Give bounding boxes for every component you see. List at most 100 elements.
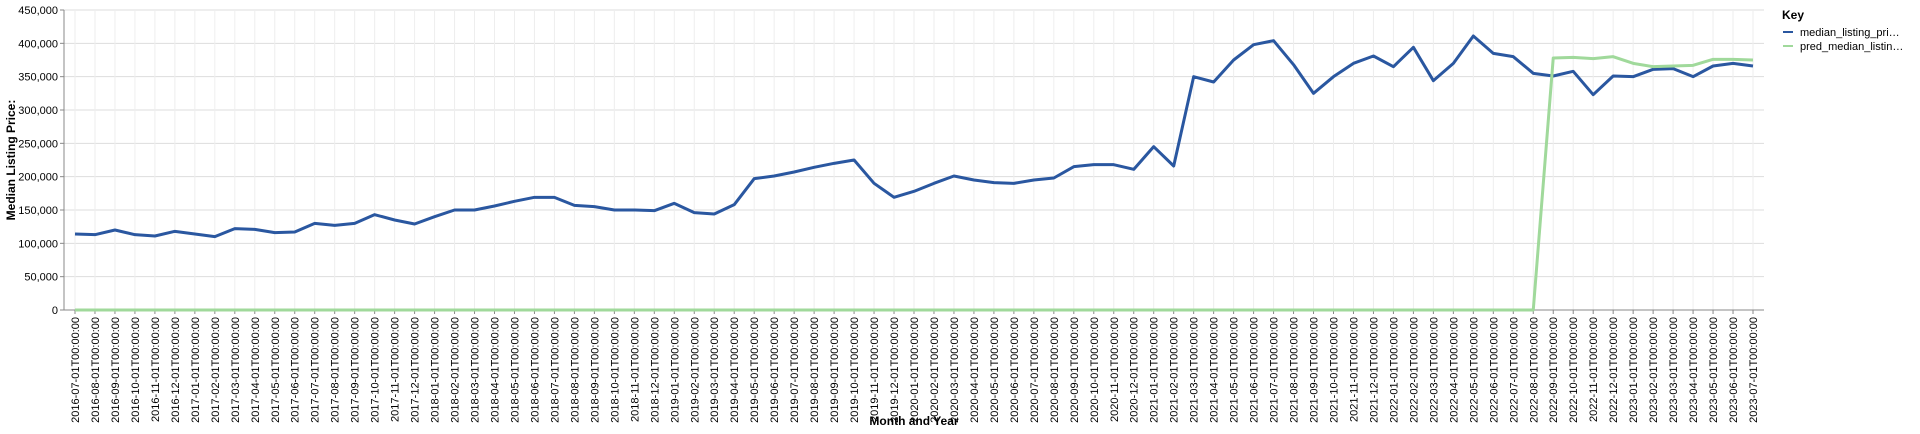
x-tick-label: 2020-10-01T00:00:00 xyxy=(1089,317,1101,423)
x-tick-label: 2017-08-01T00:00:00 xyxy=(330,317,342,423)
x-tick-label: 2022-06-01T00:00:00 xyxy=(1488,317,1500,423)
x-tick-label: 2017-01-01T00:00:00 xyxy=(190,317,202,423)
x-tick-label: 2016-08-01T00:00:00 xyxy=(90,317,102,423)
x-tick-label: 2019-05-01T00:00:00 xyxy=(749,317,761,423)
x-tick-label: 2017-09-01T00:00:00 xyxy=(350,317,362,423)
x-tick-label: 2020-02-01T00:00:00 xyxy=(929,317,941,423)
x-tick-label: 2021-03-01T00:00:00 xyxy=(1189,317,1201,423)
x-tick-label: 2022-12-01T00:00:00 xyxy=(1608,317,1620,423)
x-tick-label: 2016-12-01T00:00:00 xyxy=(170,317,182,423)
x-tick-label: 2021-12-01T00:00:00 xyxy=(1368,317,1380,423)
x-tick-label: 2017-11-01T00:00:00 xyxy=(390,317,402,422)
legend-label: median_listing_pri… xyxy=(1800,27,1900,39)
x-tick-label: 2019-07-01T00:00:00 xyxy=(789,317,801,423)
x-tick-label: 2021-02-01T00:00:00 xyxy=(1169,317,1181,423)
x-tick-label: 2017-10-01T00:00:00 xyxy=(370,317,382,423)
x-tick-label: 2023-07-01T00:00:00 xyxy=(1748,317,1760,423)
x-tick-label: 2019-10-01T00:00:00 xyxy=(849,317,861,423)
x-tick-label: 2022-09-01T00:00:00 xyxy=(1548,317,1560,423)
x-tick-label: 2016-07-01T00:00:00 xyxy=(70,317,82,423)
y-tick-label: 0 xyxy=(52,305,58,317)
legend-title: Key xyxy=(1782,8,1804,22)
x-tick-label: 2020-01-01T00:00:00 xyxy=(909,317,921,423)
y-tick-label: 50,000 xyxy=(24,272,58,284)
x-tick-label: 2022-04-01T00:00:00 xyxy=(1448,317,1460,423)
x-tick-label: 2020-03-01T00:00:00 xyxy=(949,317,961,423)
x-tick-label: 2023-05-01T00:00:00 xyxy=(1708,317,1720,423)
line-series xyxy=(74,34,1754,239)
x-tick-label: 2020-12-01T00:00:00 xyxy=(1129,317,1141,423)
x-tick-label: 2020-09-01T00:00:00 xyxy=(1069,317,1081,423)
y-tick-label: 450,000 xyxy=(18,5,58,17)
x-tick-label: 2018-08-01T00:00:00 xyxy=(569,317,581,423)
x-tick-label: 2021-10-01T00:00:00 xyxy=(1329,317,1341,423)
x-tick-label: 2022-02-01T00:00:00 xyxy=(1408,317,1420,423)
x-tick-label: 2023-03-01T00:00:00 xyxy=(1668,317,1680,423)
x-tick-label: 2017-07-01T00:00:00 xyxy=(310,317,322,423)
x-axis-title: Month and Year xyxy=(869,414,958,428)
x-tick-label: 2018-11-01T00:00:00 xyxy=(629,317,641,422)
x-tick-label: 2021-05-01T00:00:00 xyxy=(1229,317,1241,423)
x-tick-label: 2019-08-01T00:00:00 xyxy=(809,317,821,423)
y-axis-title: Median Listing Price: xyxy=(4,100,18,221)
x-tick-label: 2018-12-01T00:00:00 xyxy=(649,317,661,423)
x-tick-label: 2022-08-01T00:00:00 xyxy=(1528,317,1540,423)
x-tick-label: 2018-04-01T00:00:00 xyxy=(490,317,502,423)
x-tick-label: 2022-07-01T00:00:00 xyxy=(1508,317,1520,423)
x-tick-label: 2023-01-01T00:00:00 xyxy=(1628,317,1640,423)
x-tick-label: 2021-06-01T00:00:00 xyxy=(1249,317,1261,423)
x-tick-label: 2019-12-01T00:00:00 xyxy=(889,317,901,423)
x-tick-label: 2021-09-01T00:00:00 xyxy=(1309,317,1321,423)
x-tick-label: 2019-11-01T00:00:00 xyxy=(869,317,881,422)
x-tick-label: 2023-02-01T00:00:00 xyxy=(1648,317,1660,423)
x-tick-label: 2017-05-01T00:00:00 xyxy=(270,317,282,423)
x-tick-label: 2019-02-01T00:00:00 xyxy=(689,317,701,423)
x-tick-label: 2020-11-01T00:00:00 xyxy=(1109,317,1121,422)
x-tick-label: 2019-06-01T00:00:00 xyxy=(769,317,781,423)
x-tick-label: 2017-06-01T00:00:00 xyxy=(290,317,302,423)
x-tick-label: 2019-09-01T00:00:00 xyxy=(829,317,841,423)
x-tick-label: 2018-07-01T00:00:00 xyxy=(549,317,561,423)
x-tick-label: 2016-11-01T00:00:00 xyxy=(150,317,162,422)
x-tick-label: 2022-05-01T00:00:00 xyxy=(1468,317,1480,423)
x-tick-label: 2021-04-01T00:00:00 xyxy=(1209,317,1221,423)
x-tick-label: 2017-04-01T00:00:00 xyxy=(250,317,262,423)
x-tick-label: 2020-05-01T00:00:00 xyxy=(989,317,1001,423)
x-tick-label: 2017-12-01T00:00:00 xyxy=(410,317,422,423)
line-series xyxy=(75,55,1754,312)
y-tick-label: 150,000 xyxy=(18,205,58,217)
x-tick-label: 2023-04-01T00:00:00 xyxy=(1688,317,1700,423)
legend-label: pred_median_listin… xyxy=(1800,41,1903,53)
y-tick-label: 250,000 xyxy=(18,138,58,150)
x-tick-label: 2018-05-01T00:00:00 xyxy=(509,317,521,423)
x-tick-label: 2019-01-01T00:00:00 xyxy=(669,317,681,423)
y-tick-label: 400,000 xyxy=(18,38,58,50)
x-tick-label: 2018-02-01T00:00:00 xyxy=(450,317,462,423)
y-tick-label: 300,000 xyxy=(18,105,58,117)
x-tick-label: 2022-11-01T00:00:00 xyxy=(1588,317,1600,422)
x-tick-label: 2017-02-01T00:00:00 xyxy=(210,317,222,423)
x-tick-label: 2021-08-01T00:00:00 xyxy=(1289,317,1301,423)
y-tick-label: 200,000 xyxy=(18,172,58,184)
x-tick-label: 2016-09-01T00:00:00 xyxy=(110,317,122,423)
y-tick-label: 350,000 xyxy=(18,72,58,84)
x-tick-label: 2020-07-01T00:00:00 xyxy=(1029,317,1041,423)
x-tick-label: 2022-01-01T00:00:00 xyxy=(1388,317,1400,423)
x-tick-label: 2020-06-01T00:00:00 xyxy=(1009,317,1021,423)
x-tick-label: 2018-03-01T00:00:00 xyxy=(470,317,482,423)
x-tick-label: 2020-04-01T00:00:00 xyxy=(969,317,981,423)
x-tick-label: 2021-01-01T00:00:00 xyxy=(1149,317,1161,423)
x-tick-label: 2021-11-01T00:00:00 xyxy=(1348,317,1360,422)
x-tick-label: 2020-08-01T00:00:00 xyxy=(1049,317,1061,423)
x-tick-label: 2022-03-01T00:00:00 xyxy=(1428,317,1440,423)
x-tick-label: 2016-10-01T00:00:00 xyxy=(130,317,142,423)
x-tick-label: 2018-10-01T00:00:00 xyxy=(609,317,621,423)
x-tick-label: 2022-10-01T00:00:00 xyxy=(1568,317,1580,423)
x-tick-label: 2019-04-01T00:00:00 xyxy=(729,317,741,423)
x-tick-label: 2018-06-01T00:00:00 xyxy=(529,317,541,423)
x-tick-label: 2019-03-01T00:00:00 xyxy=(709,317,721,423)
x-tick-label: 2023-06-01T00:00:00 xyxy=(1728,317,1740,423)
x-tick-label: 2018-09-01T00:00:00 xyxy=(589,317,601,423)
x-tick-label: 2018-01-01T00:00:00 xyxy=(430,317,442,423)
